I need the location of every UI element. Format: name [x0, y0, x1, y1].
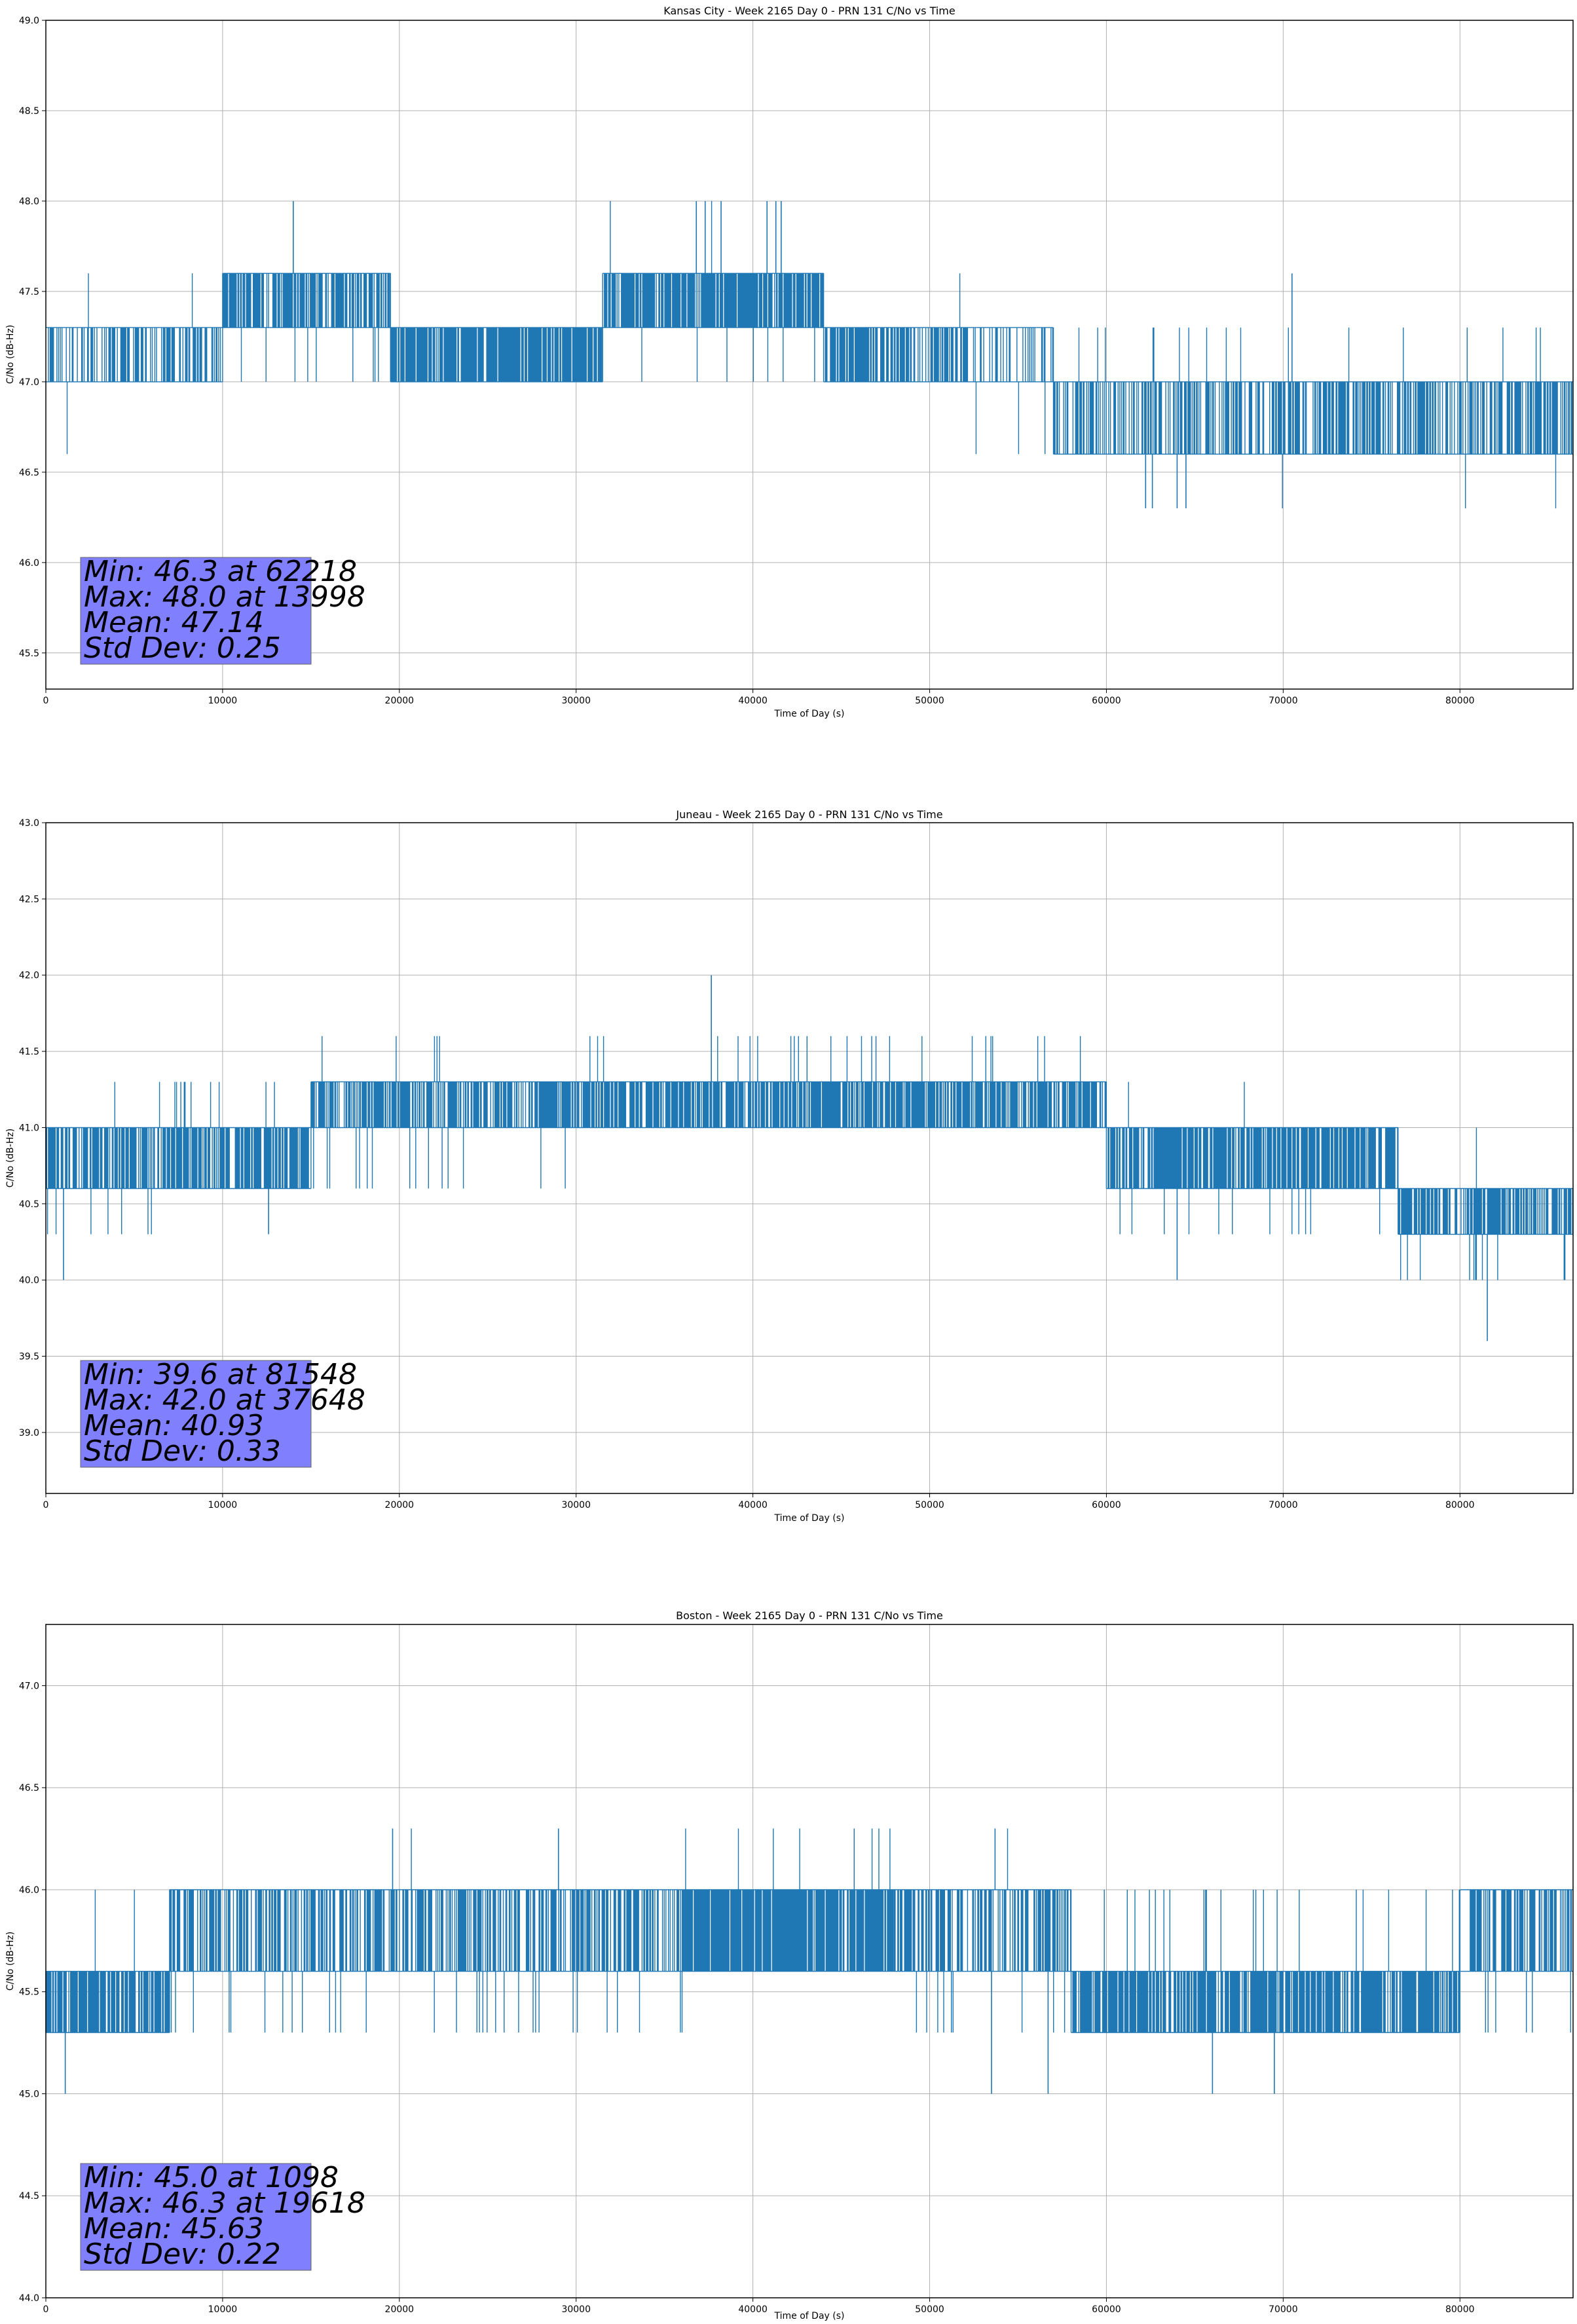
axis-ticks: 0 10000 20000 30000 40000 50000 60000 70000 8000…	[19, 818, 1475, 1510]
x-tick-label: 60000	[1092, 2304, 1121, 2315]
stats-box-background	[80, 557, 312, 665]
y-axis-label: C/No (dB-Hz)	[5, 1129, 16, 1188]
y-tick-label: 47.5	[19, 287, 39, 297]
y-tick-label: 47.0	[19, 377, 39, 388]
x-tick-label: 40000	[738, 1500, 768, 1510]
plot-frame	[45, 1624, 1574, 2298]
series-line	[46, 200, 1573, 509]
stats-box: Min: 39.6 at 81548 Max: 42.0 at 37648 Me…	[80, 1358, 365, 1468]
x-tick-label: 0	[43, 696, 49, 706]
stats-max: Max: 48.0 at 13998	[84, 580, 365, 614]
x-tick-label: 10000	[208, 2304, 238, 2315]
y-tick-label: 46.5	[19, 468, 39, 478]
y-tick-label: 49.0	[19, 16, 39, 26]
y-axis-label: C/No (dB-Hz)	[5, 325, 16, 384]
stats-box: Min: 46.3 at 62218 Max: 48.0 at 13998 Me…	[80, 555, 365, 665]
y-tick-label: 42.5	[19, 894, 39, 905]
x-tick-label: 80000	[1445, 2304, 1475, 2315]
stats-mean: Mean: 45.63	[84, 2212, 264, 2245]
x-tick-label: 50000	[915, 2304, 944, 2315]
chart-title: Juneau - Week 2165 Day 0 - PRN 131 C/No …	[675, 808, 942, 821]
stats-min: Min: 45.0 at 1098	[84, 2161, 339, 2194]
plot-frame	[45, 822, 1574, 1494]
y-tick-label: 44.5	[19, 2191, 39, 2202]
stats-std-dev: Std Dev: 0.33	[84, 1434, 281, 1468]
y-tick-label: 46.5	[19, 1783, 39, 1793]
stats-std-dev: Std Dev: 0.25	[84, 631, 281, 665]
stats-box-background	[80, 1360, 312, 1468]
stats-min: Min: 39.6 at 81548	[84, 1358, 357, 1391]
y-tick-label: 45.5	[19, 648, 39, 659]
x-tick-label: 10000	[208, 696, 238, 706]
x-tick-label: 0	[43, 2304, 49, 2315]
axis-ticks: 0 10000 20000 30000 40000 50000 60000 70000 8000…	[19, 1681, 1475, 2315]
data-series	[46, 200, 1573, 509]
plot-frame	[45, 20, 1574, 690]
stats-mean: Mean: 47.14	[84, 606, 264, 639]
x-tick-label: 10000	[208, 1500, 238, 1510]
x-tick-label: 30000	[561, 696, 591, 706]
x-tick-label: 70000	[1269, 2304, 1298, 2315]
y-tick-label: 45.5	[19, 1987, 39, 1998]
chart-title: Boston - Week 2165 Day 0 - PRN 131 C/No …	[676, 1609, 943, 1622]
y-tick-label: 41.5	[19, 1047, 39, 1057]
x-tick-label: 50000	[915, 696, 944, 706]
x-tick-label: 0	[43, 1500, 49, 1510]
y-tick-label: 46.0	[19, 558, 39, 569]
x-tick-label: 60000	[1092, 1500, 1121, 1510]
y-tick-label: 48.0	[19, 197, 39, 207]
x-tick-label: 20000	[385, 2304, 415, 2315]
y-tick-label: 48.5	[19, 106, 39, 117]
y-axis-label: C/No (dB-Hz)	[5, 1932, 16, 1991]
x-tick-label: 60000	[1092, 696, 1121, 706]
stats-box: Min: 45.0 at 1098 Max: 46.3 at 19618 Mea…	[80, 2161, 365, 2271]
x-tick-label: 70000	[1269, 696, 1298, 706]
x-tick-label: 40000	[738, 696, 768, 706]
x-tick-label: 20000	[385, 696, 415, 706]
x-tick-label: 40000	[738, 2304, 768, 2315]
stats-box-background	[80, 2163, 312, 2271]
y-tick-label: 39.0	[19, 1428, 39, 1438]
chart-panel-kansas-city: 0 10000 20000 30000 40000 50000 60000 70000 8000…	[5, 5, 1574, 719]
x-axis-label: Time of Day (s)	[774, 1513, 845, 1524]
y-tick-label: 42.0	[19, 971, 39, 981]
y-tick-label: 43.0	[19, 818, 39, 829]
axis-ticks: 0 10000 20000 30000 40000 50000 60000 70000 8000…	[19, 16, 1475, 706]
stats-min: Min: 46.3 at 62218	[84, 555, 357, 588]
x-tick-label: 30000	[561, 2304, 591, 2315]
y-tick-label: 44.0	[19, 2293, 39, 2304]
y-tick-label: 40.5	[19, 1199, 39, 1210]
chart-panel-boston: 0 10000 20000 30000 40000 50000 60000 70000 8000…	[5, 1609, 1574, 2321]
x-tick-label: 30000	[561, 1500, 591, 1510]
x-axis-label: Time of Day (s)	[774, 2311, 845, 2321]
x-axis-label: Time of Day (s)	[774, 709, 845, 719]
stats-std-dev: Std Dev: 0.22	[84, 2238, 281, 2271]
y-tick-label: 40.0	[19, 1275, 39, 1286]
y-tick-label: 46.0	[19, 1885, 39, 1896]
x-tick-label: 50000	[915, 1500, 944, 1510]
y-tick-label: 39.5	[19, 1352, 39, 1362]
stats-max: Max: 46.3 at 19618	[84, 2186, 365, 2220]
chart-panel-juneau: 0 10000 20000 30000 40000 50000 60000 70000 8000…	[5, 808, 1574, 1524]
stats-mean: Mean: 40.93	[84, 1409, 264, 1442]
y-tick-label: 45.0	[19, 2089, 39, 2099]
x-tick-label: 80000	[1445, 696, 1475, 706]
y-tick-label: 47.0	[19, 1681, 39, 1691]
x-tick-label: 20000	[385, 1500, 415, 1510]
x-tick-label: 70000	[1269, 1500, 1298, 1510]
chart-title: Kansas City - Week 2165 Day 0 - PRN 131 …	[663, 5, 955, 17]
stats-max: Max: 42.0 at 37648	[84, 1383, 365, 1417]
y-tick-label: 41.0	[19, 1123, 39, 1133]
x-tick-label: 80000	[1445, 1500, 1475, 1510]
